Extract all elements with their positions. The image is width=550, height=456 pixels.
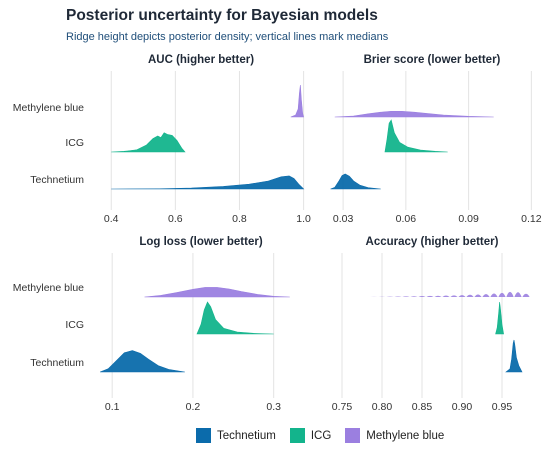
ridge-spike-accuracy-higher-better-methylene-blue-10 <box>450 295 458 297</box>
panel-title-accuracy-higher-better: Accuracy (higher better) <box>366 236 499 248</box>
ridge-log-loss-lower-better-methylene-blue <box>144 287 290 298</box>
tick-label-brier-score-lower-better-1: 0.06 <box>396 213 417 225</box>
legend-item-technetium: Technetium <box>196 428 276 443</box>
tick-label-auc-higher-better-1: 0.6 <box>168 213 183 225</box>
tick-label-log-loss-lower-better-0: 0.1 <box>105 401 120 413</box>
ridge-spike-accuracy-higher-better-methylene-blue-8 <box>434 295 442 297</box>
ridge-spike-accuracy-higher-better-methylene-blue-19 <box>522 293 530 297</box>
tick-label-log-loss-lower-better-2: 0.3 <box>266 401 281 413</box>
ridge-spike-accuracy-higher-better-methylene-blue-7 <box>426 295 434 297</box>
panel-title-auc-higher-better: AUC (higher better) <box>148 54 254 66</box>
ridge-spike-accuracy-higher-better-methylene-blue-12 <box>466 294 474 297</box>
tick-label-auc-higher-better-3: 1.0 <box>296 213 311 225</box>
panel-title-brier-score-lower-better: Brier score (lower better) <box>364 54 501 66</box>
category-label-technetium: Technetium <box>30 174 84 186</box>
ridge-auc-higher-better-icg <box>111 132 186 153</box>
ridge-spike-accuracy-higher-better-methylene-blue-13 <box>474 294 482 297</box>
tick-label-accuracy-higher-better-2: 0.85 <box>412 401 433 413</box>
category-label-icg: ICG <box>65 319 84 331</box>
tick-label-brier-score-lower-better-0: 0.03 <box>333 213 354 225</box>
tick-label-auc-higher-better-0: 0.4 <box>104 213 119 225</box>
legend-swatch-methylene-blue <box>345 428 361 443</box>
legend-label-icg: ICG <box>310 429 332 442</box>
category-label-icg: ICG <box>65 137 84 149</box>
panel-title-log-loss-lower-better: Log loss (lower better) <box>139 236 262 248</box>
legend: Technetium ICG Methylene blue <box>196 428 458 443</box>
ridge-spike-accuracy-higher-better-methylene-blue-16 <box>498 292 506 297</box>
ridge-auc-higher-better-methylene-blue <box>290 84 304 118</box>
tick-label-accuracy-higher-better-1: 0.80 <box>372 401 393 413</box>
ridge-log-loss-lower-better-icg <box>196 301 274 335</box>
ridge-accuracy-higher-better-technetium <box>505 339 523 373</box>
ridge-accuracy-higher-better-icg <box>495 301 504 335</box>
legend-swatch-icg <box>289 428 305 443</box>
tick-label-brier-score-lower-better-2: 0.09 <box>458 213 479 225</box>
ridge-spike-accuracy-higher-better-methylene-blue-11 <box>458 295 466 297</box>
ridge-spike-accuracy-higher-better-methylene-blue-4 <box>402 296 410 297</box>
legend-swatch-technetium <box>196 428 211 443</box>
ridge-spike-accuracy-higher-better-methylene-blue-18 <box>514 292 522 297</box>
tick-label-log-loss-lower-better-1: 0.2 <box>186 401 201 413</box>
ridge-spike-accuracy-higher-better-methylene-blue-14 <box>482 294 490 297</box>
tick-label-accuracy-higher-better-3: 0.90 <box>452 401 473 413</box>
tick-label-brier-score-lower-better-3: 0.12 <box>521 213 542 225</box>
ridge-spike-accuracy-higher-better-methylene-blue-5 <box>410 296 418 297</box>
ridge-spike-accuracy-higher-better-methylene-blue-9 <box>442 295 450 297</box>
ridge-auc-higher-better-technetium <box>111 175 305 190</box>
legend-label-methylene-blue: Methylene blue <box>366 429 445 442</box>
category-label-methylene-blue: Methylene blue <box>13 282 84 294</box>
chart-title: Posterior uncertainty for Bayesian model… <box>66 7 378 24</box>
ridge-brier-score-lower-better-technetium <box>330 173 381 190</box>
ridge-spike-accuracy-higher-better-methylene-blue-17 <box>506 291 514 297</box>
ridge-spike-accuracy-higher-better-methylene-blue-15 <box>490 293 498 297</box>
legend-item-icg: ICG <box>289 428 332 443</box>
legend-label-technetium: Technetium <box>217 429 276 442</box>
category-label-technetium: Technetium <box>30 357 84 369</box>
legend-item-methylene-blue: Methylene blue <box>345 428 444 443</box>
chart-subtitle: Ridge height depicts posterior density; … <box>66 31 389 43</box>
tick-label-accuracy-higher-better-0: 0.75 <box>332 401 353 413</box>
ridge-log-loss-lower-better-technetium <box>99 350 185 373</box>
category-label-methylene-blue: Methylene blue <box>13 102 84 114</box>
ridge-spike-accuracy-higher-better-methylene-blue-6 <box>418 296 426 297</box>
ridge-brier-score-lower-better-icg <box>384 119 448 153</box>
tick-label-accuracy-higher-better-4: 0.95 <box>492 401 513 413</box>
tick-label-auc-higher-better-2: 0.8 <box>232 213 247 225</box>
ridge-brier-score-lower-better-methylene-blue <box>334 110 494 118</box>
